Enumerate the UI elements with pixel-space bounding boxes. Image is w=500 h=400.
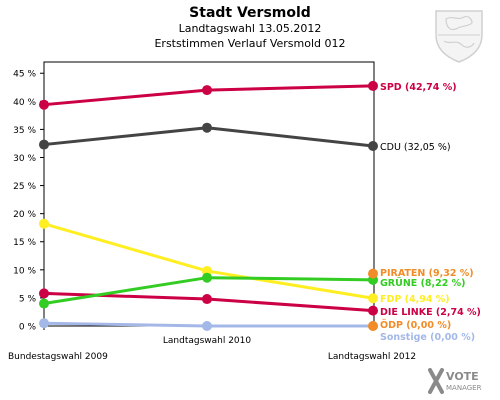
logo-vote-text: VOTE [446, 370, 479, 383]
chart-title: Stadt Versmold [189, 5, 311, 21]
series-line [43, 222, 374, 300]
data-point [39, 298, 49, 309]
series-labels: Sonstige (0,00 %)ÖDP (0,00 %) DIE LINKE (… [380, 82, 481, 343]
coat-of-arms-icon [435, 10, 483, 63]
data-point [368, 293, 378, 304]
data-point [202, 85, 212, 96]
data-point [39, 288, 49, 299]
y-tick-label: 40 % [13, 98, 36, 108]
data-point [39, 99, 49, 110]
logo-manager-text: MANAGER [446, 384, 482, 392]
data-point [202, 272, 212, 283]
series-end-label: PIRATEN (9,32 %) [380, 268, 474, 279]
series-end-label: GRÜNE (8,22 %) [380, 278, 466, 289]
x-tick-label: Landtagswahl 2010 [163, 336, 252, 346]
series-end-label: SPD (42,74 %) [380, 82, 457, 93]
x-tick-label: Landtagswahl 2012 [328, 352, 416, 362]
series-points [39, 80, 378, 331]
y-tick-label: 20 % [13, 210, 36, 220]
y-tick-label: 10 % [13, 266, 36, 276]
data-point [368, 80, 378, 91]
data-point [202, 122, 212, 133]
data-point [39, 218, 49, 229]
data-point [39, 318, 49, 329]
axes: 0 % 5 % 10 % 15 % 20 % 25 % 30 % 35 % 40 % 45 % Bu… [8, 61, 416, 362]
y-tick-label: 15 % [13, 238, 36, 248]
chart-subtitle-2: Erststimmen Verlauf Versmold 012 [154, 37, 346, 50]
y-tick-label: 35 % [13, 126, 36, 136]
series-end-label: Sonstige (0,00 %) [380, 332, 475, 343]
y-tick-label: 5 % [19, 294, 37, 304]
series-end-label: CDU (32,05 %) [380, 142, 451, 153]
data-point [368, 305, 378, 316]
votemanager-logo: VOTE MANAGER [428, 368, 482, 394]
data-point [368, 268, 378, 279]
series-lines [43, 84, 374, 328]
series-end-label: ÖDP (0,00 %) [380, 320, 451, 331]
data-point [202, 294, 212, 305]
series-end-label: DIE LINKE (2,74 %) [380, 307, 481, 318]
data-point [368, 321, 378, 331]
y-tick-label: 30 % [13, 154, 36, 164]
y-tick-label: 0 % [19, 323, 37, 333]
y-tick-label: 25 % [13, 182, 36, 192]
chart-subtitle: Landtagswahl 13.05.2012 [178, 22, 322, 35]
data-point [368, 140, 378, 151]
data-point [202, 321, 212, 331]
x-tick-label: Bundestagswahl 2009 [8, 352, 108, 362]
data-point [39, 139, 49, 150]
series-end-label: FDP (4,94 %) [380, 294, 450, 305]
y-tick-label: 45 % [13, 70, 36, 80]
